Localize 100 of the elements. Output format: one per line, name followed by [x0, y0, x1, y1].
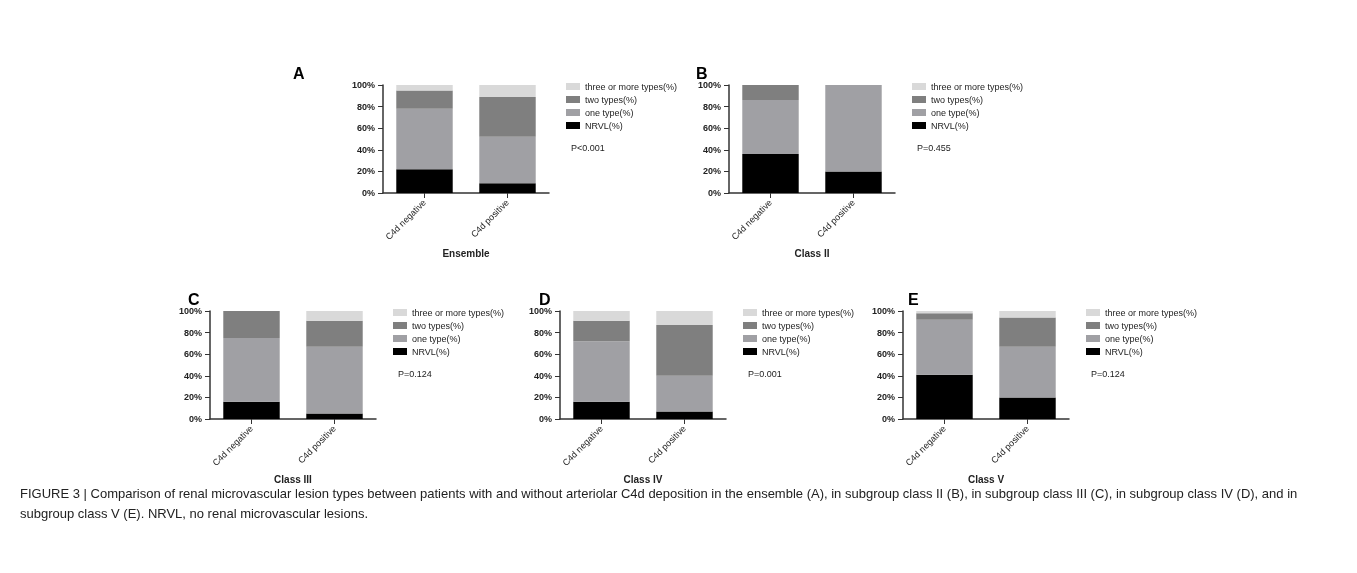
bar: [479, 136, 536, 184]
bar: [573, 320, 630, 342]
legend-label: one type(%): [762, 333, 811, 344]
text: P=0.124: [398, 368, 432, 379]
y-tick-label: 0%: [707, 188, 721, 198]
legend-label: three or more types(%): [762, 307, 855, 318]
bar: [916, 311, 973, 314]
legend-label: three or more types(%): [931, 81, 1024, 92]
legend-label: two types(%): [931, 94, 984, 105]
bar: [999, 397, 1056, 419]
bar: [479, 96, 536, 137]
y-tick-label: 100%: [528, 306, 552, 316]
bar: [396, 108, 453, 170]
y-tick-label: 100%: [351, 80, 375, 90]
y-tick-label: 100%: [871, 306, 895, 316]
legend-label: NRVL(%): [412, 346, 450, 357]
y-tick-label: 100%: [178, 306, 202, 316]
bar: [479, 85, 536, 97]
x-axis-title: Class III: [274, 474, 313, 486]
bar: [396, 169, 453, 193]
legend-label: two types(%): [1105, 320, 1158, 331]
y-tick-label: 20%: [876, 392, 895, 403]
y-tick-label: 60%: [356, 123, 375, 134]
y-tick-label: 20%: [183, 392, 202, 403]
text: P<0.001: [571, 142, 605, 153]
chart-title: E: [908, 290, 919, 308]
y-tick-label: 40%: [876, 370, 895, 381]
y-tick-label: 80%: [876, 327, 895, 338]
x-axis-title: Class II: [794, 248, 830, 260]
bar: [306, 413, 363, 419]
bar: [396, 85, 453, 91]
y-tick-label: 20%: [356, 166, 375, 177]
bar: [742, 85, 799, 101]
y-tick-label: 0%: [188, 414, 202, 424]
bar: [656, 411, 713, 419]
bar: [223, 338, 280, 402]
y-tick-label: 60%: [876, 349, 895, 360]
bar: [999, 317, 1056, 347]
bar: [573, 341, 630, 402]
chart-title: D: [539, 290, 551, 308]
bar: [742, 154, 799, 193]
bar: [825, 85, 882, 172]
legend-label: three or more types(%): [412, 307, 505, 318]
legend-label: one type(%): [585, 107, 634, 118]
bar: [999, 346, 1056, 398]
bar: [916, 319, 973, 375]
y-tick-label: 0%: [538, 414, 552, 424]
legend-label: two types(%): [585, 94, 638, 105]
legend-label: one type(%): [931, 107, 980, 118]
bar: [306, 320, 363, 347]
y-tick-label: 60%: [183, 349, 202, 360]
bar: [825, 171, 882, 193]
x-axis-title: Class IV: [623, 474, 663, 486]
x-axis-title: Class V: [967, 474, 1005, 486]
y-tick-label: 20%: [702, 166, 721, 177]
y-tick-label: 40%: [702, 144, 721, 155]
bar: [916, 313, 973, 320]
y-tick-label: 20%: [533, 392, 552, 403]
legend-label: three or more types(%): [1105, 307, 1198, 318]
text: P=0.001: [748, 368, 782, 379]
bar: [306, 311, 363, 321]
y-tick-label: 80%: [183, 327, 202, 338]
bar: [396, 90, 453, 109]
legend-label: one type(%): [412, 333, 461, 344]
y-tick-label: 40%: [183, 370, 202, 381]
bar: [999, 311, 1056, 318]
y-tick-label: 80%: [533, 327, 552, 338]
legend-label: NRVL(%): [931, 120, 969, 131]
bar: [223, 401, 280, 419]
text: P=0.455: [917, 142, 951, 153]
bar: [306, 346, 363, 414]
bar: [916, 374, 973, 419]
bar: [479, 183, 536, 193]
legend-label: NRVL(%): [585, 120, 623, 131]
legend-label: two types(%): [412, 320, 465, 331]
chart-title: B: [696, 64, 708, 82]
y-tick-label: 40%: [533, 370, 552, 381]
y-tick-label: 40%: [356, 144, 375, 155]
chart-title: C: [188, 290, 200, 308]
bar: [656, 375, 713, 412]
bar: [656, 325, 713, 376]
bar: [223, 311, 280, 338]
y-tick-label: 0%: [361, 188, 375, 198]
chart-title: A: [293, 64, 305, 82]
y-tick-label: 80%: [356, 101, 375, 112]
legend-label: two types(%): [762, 320, 815, 331]
y-tick-label: 0%: [881, 414, 895, 424]
bar: [742, 100, 799, 155]
bar: [656, 311, 713, 326]
caption: FIGURE 3 | Comparison of renal microvascular lesion types between patients with and without arteriolar C4d deposition in the ensemble (A), in subgroup class II (B), in subgroup class III (C), in subgroup class IV (D), and in subgroup class V (E). NRVL, no renal microvascular lesions.: [20, 485, 1299, 523]
legend-label: one type(%): [1105, 333, 1154, 344]
x-axis-title: Ensemble: [442, 248, 491, 260]
y-tick-label: 60%: [702, 123, 721, 134]
legend-label: NRVL(%): [1105, 346, 1143, 357]
y-tick-label: 60%: [533, 349, 552, 360]
y-tick-label: 100%: [697, 80, 721, 90]
bar: [573, 311, 630, 321]
legend-label: NRVL(%): [762, 346, 800, 357]
y-tick-label: 80%: [702, 101, 721, 112]
text: P=0.124: [1091, 368, 1125, 379]
